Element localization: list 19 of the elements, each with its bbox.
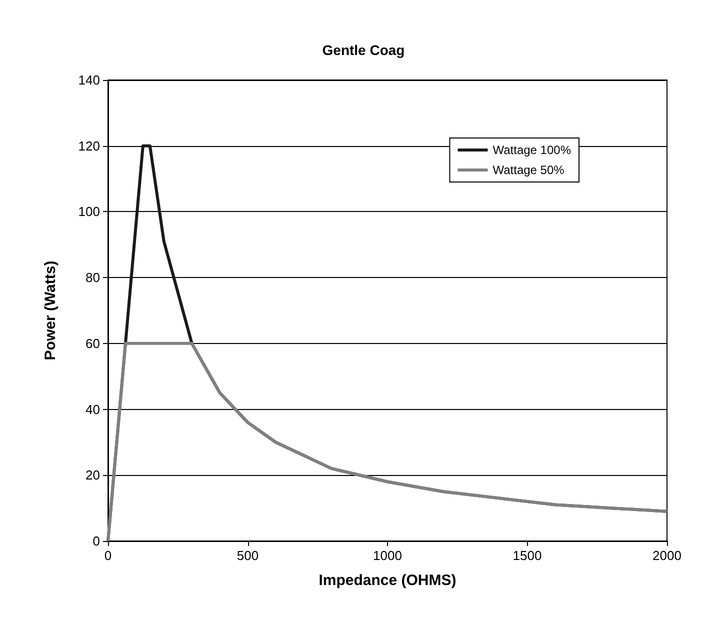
x-tick-label: 0 xyxy=(104,548,112,563)
y-tick-label: 0 xyxy=(92,534,100,548)
y-tick-label: 140 xyxy=(78,72,100,88)
x-tick-label: 2000 xyxy=(652,548,682,563)
y-tick-label: 80 xyxy=(86,270,100,286)
x-tick-label: 1500 xyxy=(512,548,542,563)
y-axis-title: Power (Watts) xyxy=(42,260,59,360)
x-tick-label: 500 xyxy=(236,548,259,563)
y-tick-label: 100 xyxy=(78,204,100,220)
y-tick-label: 40 xyxy=(86,402,100,417)
legend-label: Wattage 100% xyxy=(492,143,572,157)
line-series xyxy=(106,342,668,542)
y-tick-label: 60 xyxy=(86,336,100,351)
y-tick-label: 20 xyxy=(86,468,100,483)
y-tick-label: 120 xyxy=(78,138,100,154)
x-tick-label: 1000 xyxy=(373,548,402,563)
x-axis-title: Impedance (OHMS) xyxy=(318,572,456,589)
legend-label: Wattage 50% xyxy=(492,163,565,177)
chart-title: Gentle Coag xyxy=(322,42,405,58)
